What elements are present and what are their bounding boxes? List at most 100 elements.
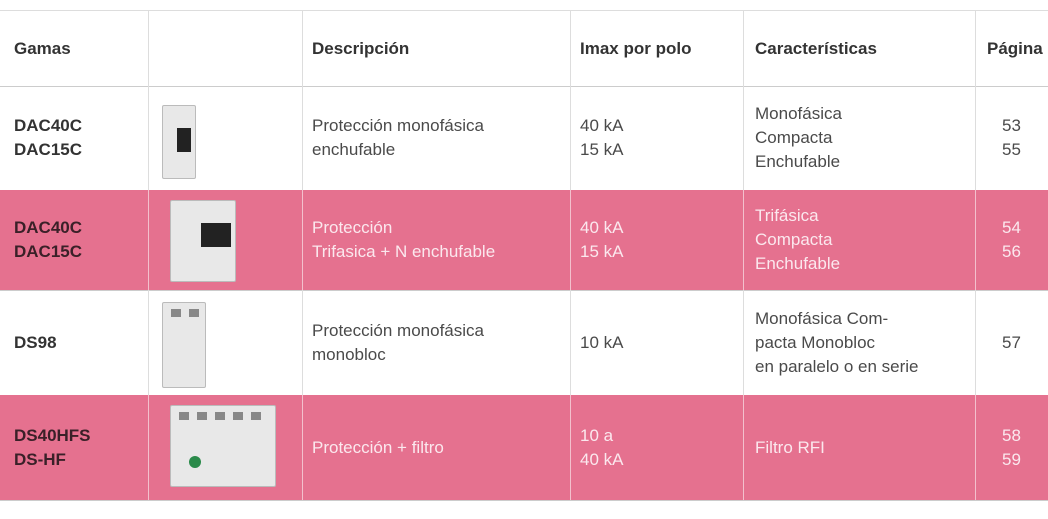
column-divider: [148, 85, 149, 190]
column-divider: [975, 11, 976, 86]
gamas-cell: DS98: [0, 290, 148, 395]
column-divider: [743, 190, 744, 290]
cell-line: 59: [1002, 449, 1021, 469]
imax-cell: 10 kA: [570, 290, 743, 395]
cell-line: Enchufable: [755, 254, 841, 273]
cell-line: 10 kA: [580, 332, 624, 352]
cell-line: Gamas: [14, 38, 71, 58]
table-row: DAC40C DAC15C Protección monofásica enchufa…: [0, 85, 1048, 191]
cell-line: 54: [1002, 218, 1021, 237]
cell-line: 10 a: [580, 425, 614, 445]
cell-line: Monofásica: [755, 103, 842, 123]
column-divider: [570, 395, 571, 500]
product-terminal: [251, 412, 261, 420]
header-cell: Página: [975, 11, 1048, 86]
pagina-cell: 57: [975, 290, 1048, 395]
cell-line: Protección monofásica: [312, 320, 484, 340]
cell-line: DS40HFS: [14, 425, 91, 445]
column-divider: [570, 11, 571, 86]
cell-line: DS-HF: [14, 449, 66, 469]
cell-line: Protección: [312, 218, 393, 237]
product-image: [162, 105, 196, 179]
header-cell: Características: [743, 11, 975, 86]
product-image: [170, 200, 236, 282]
cell-line: Trifasica + N enchufable: [312, 242, 496, 261]
cell-line: 57: [1002, 332, 1021, 352]
pagina-cell: 58 59: [975, 395, 1048, 500]
cell-line: 40 kA: [580, 115, 624, 135]
cell-line: en paralelo o en serie: [755, 356, 919, 376]
column-divider: [148, 290, 149, 395]
pagina-cell: 53 55: [975, 85, 1048, 190]
imax-cell: 10 a 40 kA: [570, 395, 743, 500]
header-cell: Descripción: [302, 11, 570, 86]
imax-cell: 40 kA 15 kA: [570, 190, 743, 290]
cell-line: 40 kA: [580, 218, 624, 237]
cell-line: DAC40C: [14, 115, 83, 135]
column-divider: [743, 11, 744, 86]
column-divider: [302, 395, 303, 500]
header-cell: Imax por polo: [570, 11, 743, 86]
product-terminal: [197, 412, 207, 420]
column-divider: [975, 190, 976, 290]
cell-line: Filtro RFI: [755, 437, 825, 457]
column-divider: [302, 190, 303, 290]
column-divider: [975, 85, 976, 190]
cell-line: pacta Monobloc: [755, 332, 876, 352]
cell-line: 15 kA: [580, 242, 624, 261]
cell-line: monobloc: [312, 344, 386, 364]
product-image: [162, 302, 206, 388]
caracteristicas-cell: Trifásica Compacta Enchufable: [743, 190, 975, 290]
header-cell: Gamas: [0, 11, 148, 86]
table-row: DAC40C DAC15C Protección Trifasica + N ench…: [0, 190, 1048, 291]
cell-line: DS98: [14, 332, 57, 352]
column-divider: [302, 85, 303, 190]
product-display: [177, 128, 191, 152]
column-divider: [743, 290, 744, 395]
cell-line: Compacta: [755, 127, 833, 147]
cell-line: Trifásica: [755, 206, 819, 225]
caracteristicas-cell: Monofásica Com-pacta Monobloc en paralelo…: [743, 290, 975, 395]
cell-line: Enchufable: [755, 151, 841, 171]
gamas-cell: DAC40C DAC15C: [0, 85, 148, 190]
column-divider: [148, 395, 149, 500]
column-divider: [148, 190, 149, 290]
descripcion-cell: Protección + filtro: [302, 395, 570, 500]
product-terminal: [179, 412, 189, 420]
product-light: [189, 456, 201, 468]
cell-line: Protección + filtro: [312, 437, 444, 457]
cell-line: 55: [1002, 139, 1021, 159]
product-display: [201, 223, 231, 247]
column-divider: [570, 190, 571, 290]
descripcion-cell: Protección monofásica monobloc: [302, 290, 570, 395]
cell-line: DAC15C: [14, 242, 83, 261]
product-terminal: [189, 309, 199, 317]
cell-line: Página: [987, 38, 1043, 58]
header-row: Gamas Descripción Imax por polo Característ…: [0, 10, 1048, 87]
table-row: DS40HFS DS-HF Protección + filtro 10 a 40 kA…: [0, 395, 1048, 501]
cell-line: Compacta: [755, 230, 833, 249]
cell-line: Protección monofásica: [312, 115, 484, 135]
cell-line: 15 kA: [580, 139, 624, 159]
product-terminal: [215, 412, 225, 420]
column-divider: [975, 290, 976, 395]
cell-line: 58: [1002, 425, 1021, 445]
cell-line: enchufable: [312, 139, 396, 159]
cell-line: 53: [1002, 115, 1021, 135]
caracteristicas-cell: Monofásica Compacta Enchufable: [743, 85, 975, 190]
descripcion-cell: Protección monofásica enchufable: [302, 85, 570, 190]
product-terminal: [233, 412, 243, 420]
caracteristicas-cell: Filtro RFI: [743, 395, 975, 500]
column-divider: [743, 85, 744, 190]
cell-line: DAC15C: [14, 139, 83, 159]
cell-line: 40 kA: [580, 449, 624, 469]
imax-cell: 40 kA 15 kA: [570, 85, 743, 190]
column-divider: [570, 290, 571, 395]
column-divider: [148, 11, 149, 86]
descripcion-cell: Protección Trifasica + N enchufable: [302, 190, 570, 290]
column-divider: [302, 11, 303, 86]
gamas-cell: DS40HFS DS-HF: [0, 395, 148, 500]
gamas-cell: DAC40C DAC15C: [0, 190, 148, 290]
product-image: [170, 405, 276, 487]
